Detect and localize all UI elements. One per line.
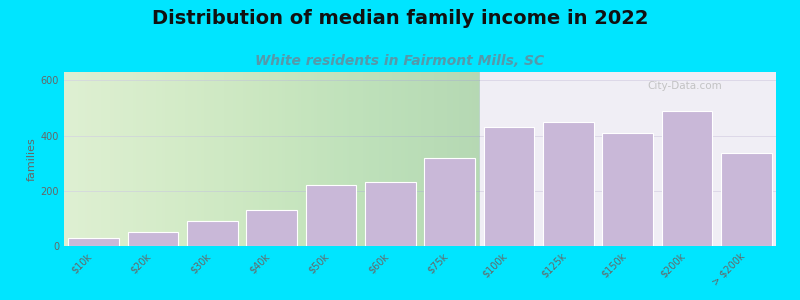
Text: City-Data.com: City-Data.com <box>648 81 722 91</box>
Text: White residents in Fairmont Mills, SC: White residents in Fairmont Mills, SC <box>255 54 545 68</box>
Bar <box>246 210 297 246</box>
Bar <box>128 232 178 246</box>
Y-axis label: families: families <box>26 137 37 181</box>
Bar <box>425 158 475 246</box>
Bar <box>543 122 594 246</box>
Bar <box>187 221 238 246</box>
Bar <box>721 154 771 246</box>
Bar <box>64 72 479 246</box>
Bar <box>69 238 119 246</box>
Bar <box>662 111 712 246</box>
Bar <box>306 185 356 246</box>
Text: Distribution of median family income in 2022: Distribution of median family income in … <box>152 9 648 28</box>
Bar <box>484 127 534 246</box>
Bar <box>602 133 653 246</box>
Bar <box>365 182 415 246</box>
